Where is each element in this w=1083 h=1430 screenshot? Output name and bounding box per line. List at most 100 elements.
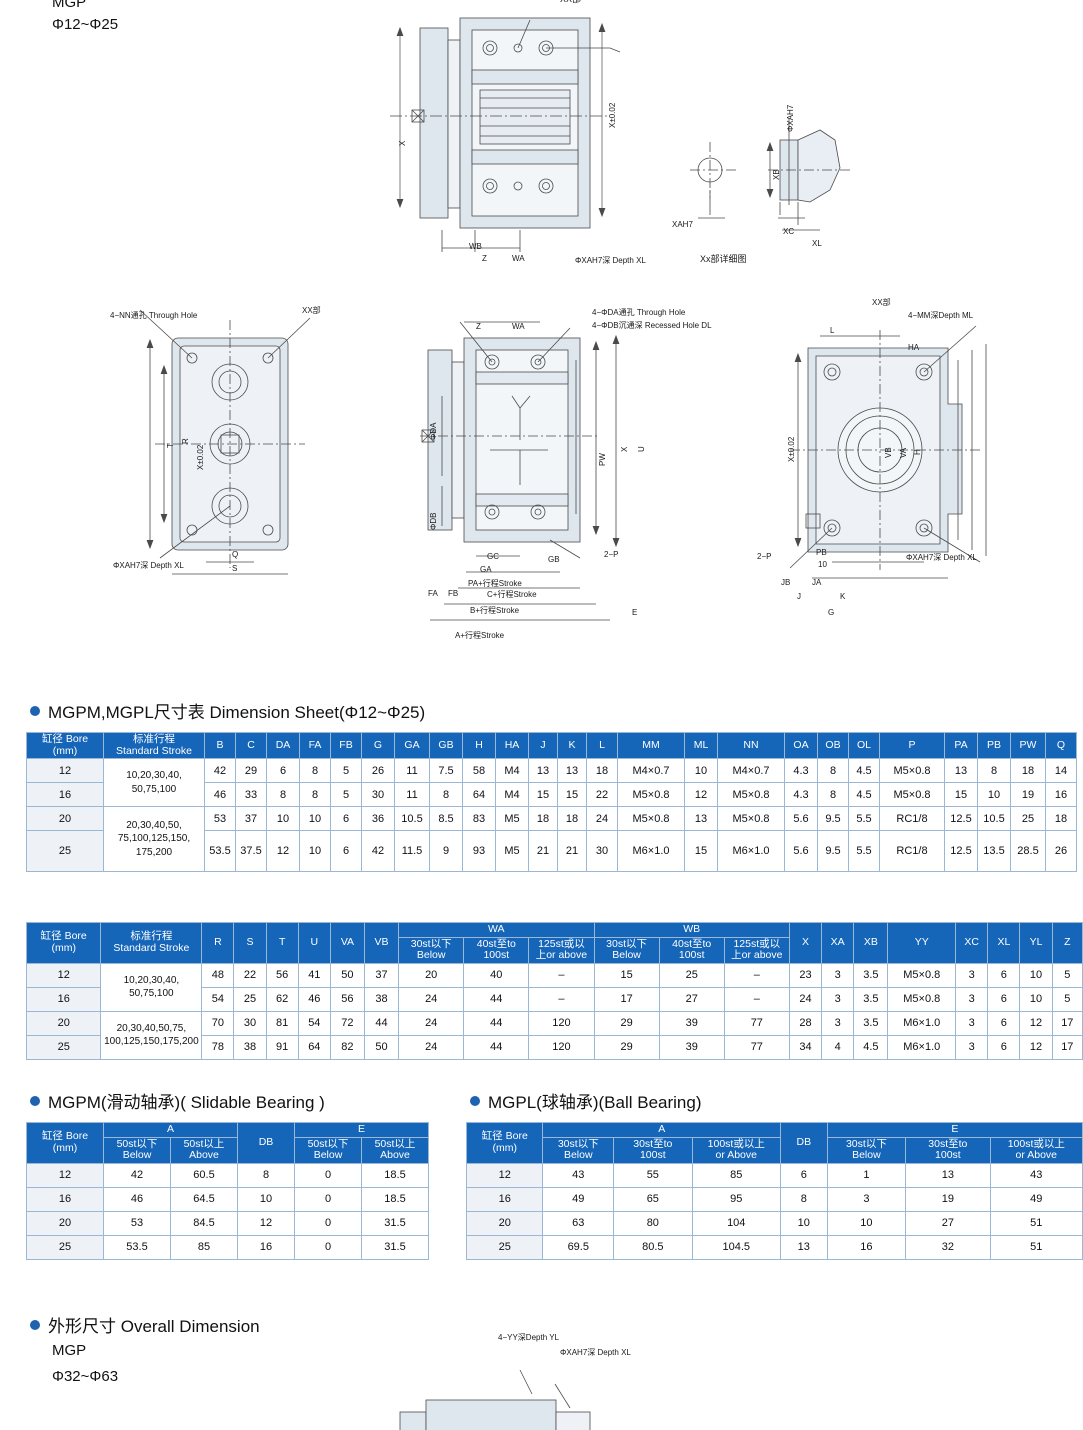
label-xx-bu-top: XX部 bbox=[560, 0, 581, 5]
cell: M6×1.0 bbox=[717, 830, 785, 873]
bullet-icon bbox=[30, 705, 40, 716]
table-row: 12 10,20,30,40, 50,75,100 42 29 6 8 5 26… bbox=[26, 758, 1077, 808]
table-row: 25 78 38 91 64 82 50 24 44 120 29 39 77 … bbox=[25, 1034, 1083, 1060]
cell: 62 bbox=[265, 986, 299, 1012]
th2-xa: XA bbox=[821, 922, 855, 964]
mgpl-title: MGPL(球轴承)(Ball Bearing) bbox=[488, 1093, 702, 1112]
th2-xb: XB bbox=[853, 922, 889, 964]
th2-z: Z bbox=[1051, 922, 1083, 964]
cell: M4 bbox=[495, 782, 529, 808]
label-pa-stroke: PA+行程Stroke bbox=[468, 579, 522, 588]
cell-bore: 20 bbox=[25, 1010, 102, 1036]
cell: 49 bbox=[542, 1186, 615, 1212]
cell: 12.5 bbox=[944, 806, 978, 832]
th-g: G bbox=[361, 731, 395, 760]
cell: 0 bbox=[294, 1186, 362, 1212]
table-row: 16 46 64.5 10 0 18.5 bbox=[26, 1186, 429, 1212]
cell: 84.5 bbox=[170, 1210, 238, 1236]
cell: 53 bbox=[204, 806, 236, 832]
label-xa-depth-xl-left: ΦXAH7深 Depth XL bbox=[113, 561, 184, 570]
cell: 12 bbox=[237, 1210, 295, 1236]
cell: 60.5 bbox=[170, 1162, 238, 1188]
cell: 85 bbox=[170, 1234, 238, 1260]
label-gc: GC bbox=[487, 552, 499, 561]
cell-bore: 25 bbox=[25, 1034, 102, 1060]
top-model-name: MGP bbox=[52, 0, 86, 11]
overall-dimension-heading: 外形尺寸 Overall Dimension bbox=[30, 1312, 260, 1337]
table-row: 12 42 60.5 8 0 18.5 bbox=[26, 1162, 429, 1188]
table2-header-row-1: 缸径 Bore (mm) 标准行程 Standard Stroke R S T … bbox=[25, 922, 1083, 964]
cell: 3 bbox=[955, 1010, 989, 1036]
cell: 44 bbox=[363, 1010, 400, 1036]
cell: 4.3 bbox=[784, 758, 818, 784]
cell: 3.5 bbox=[853, 962, 889, 988]
th4-e-100-above: 100st或以上 or Above bbox=[989, 1136, 1083, 1164]
cell: 6 bbox=[330, 830, 362, 873]
label-xa-depth-xl-top: ΦXAH7深 Depth XL bbox=[575, 256, 646, 265]
th3-a-below: 50st以下 Below bbox=[103, 1136, 171, 1164]
cell: 49 bbox=[989, 1186, 1083, 1212]
middle-right-drawing bbox=[780, 300, 1020, 600]
table1-body: 12 10,20,30,40, 50,75,100 42 29 6 8 5 26… bbox=[26, 758, 1077, 873]
cell: 53.5 bbox=[204, 830, 236, 873]
cell: 44 bbox=[463, 1010, 530, 1036]
cell: 17 bbox=[593, 986, 660, 1012]
cell: 12.5 bbox=[944, 830, 978, 873]
cell: 18 bbox=[528, 806, 558, 832]
bottom-model-bore: Φ32~Φ63 bbox=[52, 1368, 118, 1385]
cell: 3 bbox=[821, 962, 855, 988]
th2-xl: XL bbox=[987, 922, 1021, 964]
label-db-recessed-hole: 4−ΦDB沉通深 Recessed Hole DL bbox=[592, 321, 712, 330]
cell: 13.5 bbox=[977, 830, 1011, 873]
label-xx-bu-left: XX部 bbox=[302, 306, 321, 315]
cell: 41 bbox=[297, 962, 331, 988]
cell: 70 bbox=[201, 1010, 235, 1036]
cell: 31.5 bbox=[361, 1234, 429, 1260]
th-oa: OA bbox=[784, 731, 818, 760]
table1-header-row: 缸径 Bore (mm) 标准行程 Standard Stroke B C DA… bbox=[26, 731, 1077, 760]
th4-a-100-above: 100st或以上 or Above bbox=[691, 1136, 781, 1164]
cell: 18 bbox=[557, 806, 587, 832]
cell: 3 bbox=[821, 986, 855, 1012]
mgpm-title: MGPM(滑动轴承)( Slidable Bearing ) bbox=[48, 1093, 325, 1112]
bottom-technical-drawing bbox=[380, 1340, 780, 1430]
cell: 4.5 bbox=[848, 758, 880, 784]
cell: 85 bbox=[691, 1162, 781, 1188]
cell: 80 bbox=[613, 1210, 693, 1236]
bottom-model-bore-text: Φ32~Φ63 bbox=[52, 1368, 119, 1385]
label-pb: PB bbox=[816, 548, 827, 557]
cell: 27 bbox=[905, 1210, 991, 1236]
cell: M5×0.8 bbox=[717, 782, 785, 808]
th3-e-below: 50st以下 Below bbox=[294, 1136, 362, 1164]
cell: 5 bbox=[1051, 986, 1083, 1012]
cell: 24 bbox=[398, 1034, 465, 1060]
middle-left-drawing bbox=[120, 290, 380, 580]
cell: 20 bbox=[398, 962, 465, 988]
cell: 104 bbox=[691, 1210, 781, 1236]
cell: 5.6 bbox=[784, 806, 818, 832]
cell: 5 bbox=[1051, 962, 1083, 988]
th-k: K bbox=[557, 731, 587, 760]
cell: 42 bbox=[361, 830, 395, 873]
th2-wa-125-above: 125st或以 上or above bbox=[528, 936, 595, 964]
label-mm-depth-ml: 4−MM深Depth ML bbox=[908, 311, 974, 320]
cell: 37.5 bbox=[235, 830, 267, 873]
cell: 10.5 bbox=[394, 806, 430, 832]
th2-yy: YY bbox=[887, 922, 957, 964]
cell: 21 bbox=[528, 830, 558, 873]
cell: M5×0.8 bbox=[617, 806, 685, 832]
th-pw: PW bbox=[1010, 731, 1046, 760]
table3-body: 12 42 60.5 8 0 18.5 16 46 64.5 10 0 18.5… bbox=[26, 1162, 429, 1260]
label-pw: PW bbox=[598, 453, 607, 466]
table1-container: 缸径 Bore (mm) 标准行程 Standard Stroke B C DA… bbox=[26, 731, 1077, 873]
cell: RC1/8 bbox=[879, 806, 945, 832]
th3-bore: 缸径 Bore (mm) bbox=[26, 1122, 104, 1164]
th-gb: GB bbox=[429, 731, 463, 760]
cell: 64 bbox=[462, 782, 496, 808]
cell: 19 bbox=[1010, 782, 1046, 808]
cell: 3 bbox=[826, 1186, 907, 1212]
cell: 55 bbox=[613, 1162, 693, 1188]
label-x-tolerance-right: X±0.02 bbox=[787, 436, 796, 462]
th-fa: FA bbox=[299, 731, 331, 760]
cell: 10 bbox=[684, 758, 718, 784]
